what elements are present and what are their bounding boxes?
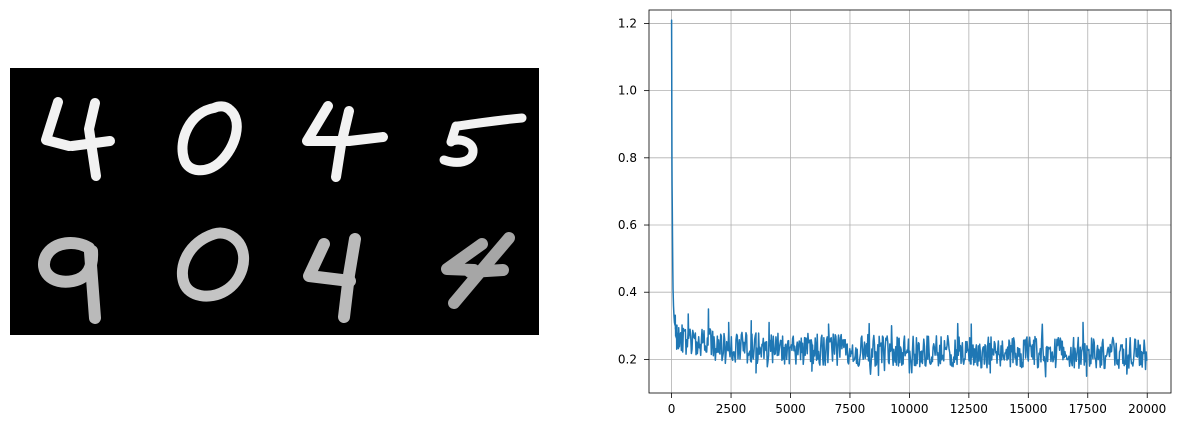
x-tick-label: 15000 bbox=[1009, 402, 1047, 416]
x-tick-label: 17500 bbox=[1069, 402, 1107, 416]
x-tick-label: 20000 bbox=[1128, 402, 1166, 416]
x-tick-label: 5000 bbox=[775, 402, 806, 416]
y-tick-label: 1.2 bbox=[618, 16, 637, 30]
y-tick-label: 1.0 bbox=[618, 84, 637, 98]
y-tick-label: 0.2 bbox=[618, 352, 637, 366]
y-tick-label: 0.8 bbox=[618, 151, 637, 165]
plot-frame bbox=[649, 10, 1171, 393]
chart-grid bbox=[649, 10, 1171, 393]
x-tick-label: 0 bbox=[668, 402, 676, 416]
chart-area: 0 2500 5000 7500 10000 12500 15000 17500 20000 0.… bbox=[618, 10, 1171, 416]
x-tick-label: 7500 bbox=[835, 402, 866, 416]
y-axis-ticks: 0.2 0.4 0.6 0.8 1.0 1.2 bbox=[618, 16, 649, 366]
x-tick-label: 10000 bbox=[890, 402, 928, 416]
x-axis-ticks: 0 2500 5000 7500 10000 12500 15000 17500 20000 bbox=[668, 393, 1167, 416]
y-tick-label: 0.6 bbox=[618, 218, 637, 232]
digit-image-grid bbox=[10, 68, 539, 335]
x-tick-label: 2500 bbox=[716, 402, 747, 416]
x-tick-label: 12500 bbox=[950, 402, 988, 416]
y-tick-label: 0.4 bbox=[618, 285, 637, 299]
